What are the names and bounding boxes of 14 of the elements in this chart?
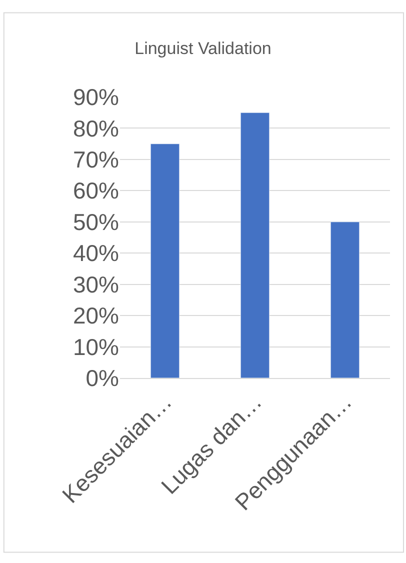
y-tick-label: 70% (72, 146, 119, 172)
bar (240, 112, 270, 378)
bar (150, 144, 180, 378)
y-tick-label: 80% (72, 115, 119, 142)
y-tick-label: 30% (72, 271, 119, 298)
y-tick-label: 60% (72, 178, 119, 204)
y-tick-label: 90% (72, 84, 119, 110)
y-tick-label: 50% (72, 208, 119, 235)
y-tick-label: 10% (72, 334, 119, 360)
chart-title: Linguist Validation (134, 38, 272, 58)
bar (330, 222, 360, 378)
y-tick-label: 20% (72, 302, 119, 329)
y-tick-label: 40% (72, 240, 119, 266)
y-tick-label: 0% (86, 365, 119, 392)
